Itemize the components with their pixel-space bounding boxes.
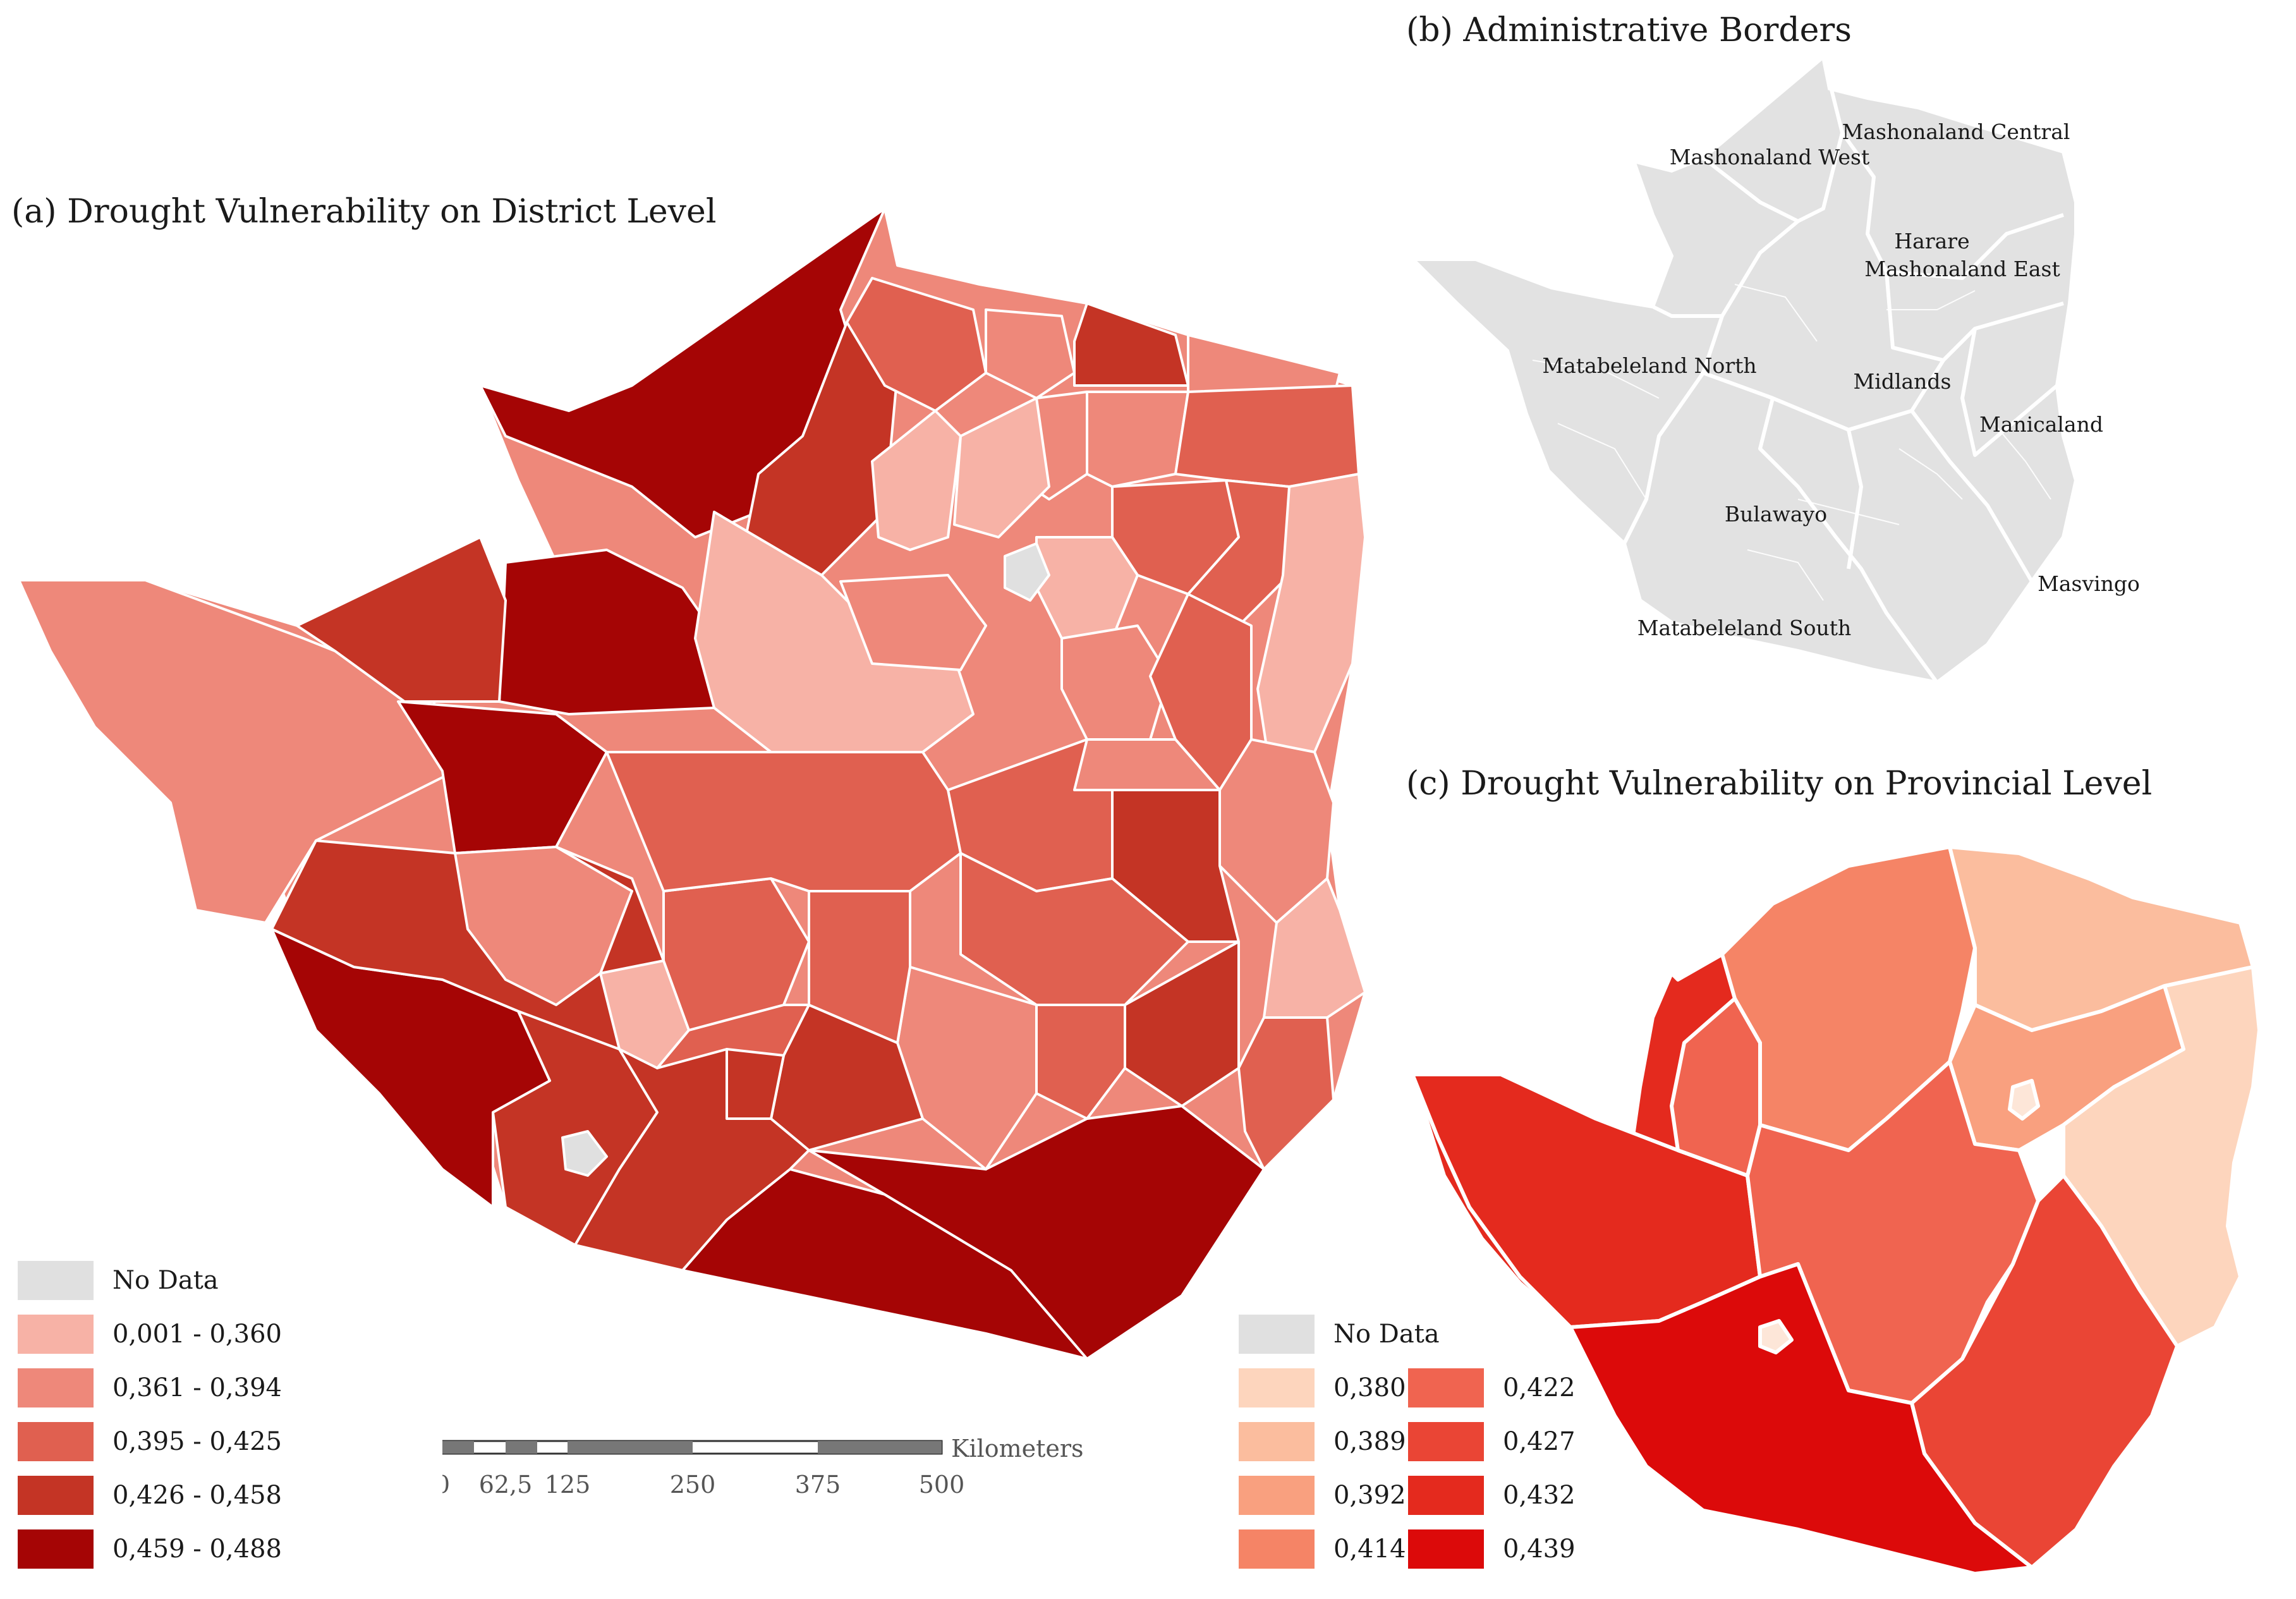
legend-label: 0,389: [1333, 1427, 1406, 1456]
legend-swatch: [1239, 1529, 1315, 1569]
country-outline: [1407, 53, 2079, 685]
legend-label: 0,380: [1333, 1373, 1406, 1402]
no-data-bulawayo: [561, 1130, 608, 1177]
no-data-harare: [1004, 542, 1050, 602]
legend-swatch: [18, 1368, 94, 1407]
label-matabeleland-south: Matabeleland South: [1637, 616, 1851, 640]
legend-swatch: [1408, 1529, 1484, 1569]
legend-label: 0,392: [1333, 1481, 1406, 1510]
scale-tick: 375: [795, 1471, 841, 1499]
label-mashonaland-central: Mashonaland Central: [1842, 119, 2070, 144]
province-manicaland: [2062, 965, 2261, 1348]
district-mbire: [1073, 302, 1189, 387]
district-mudzi: [1174, 384, 1360, 488]
legend-swatch: [1239, 1422, 1315, 1461]
label-masvingo: Masvingo: [2038, 571, 2140, 596]
legend-item: 0,389: [1239, 1422, 1406, 1461]
district-makonde: [846, 277, 987, 412]
scale-tick: 0: [442, 1471, 450, 1499]
label-mashonaland-east: Mashonaland East: [1864, 257, 2060, 281]
legend-label: 0,427: [1503, 1427, 1576, 1456]
label-manicaland: Manicaland: [1979, 412, 2103, 437]
legend-label: 0,432: [1503, 1481, 1576, 1510]
legend-label: 0,422: [1503, 1373, 1576, 1402]
label-matabeleland-north: Matabeleland North: [1542, 353, 1756, 378]
legend-item: 0,361 - 0,394: [18, 1368, 282, 1407]
district-bubi: [454, 846, 633, 1006]
legend-swatch: [1408, 1422, 1484, 1461]
legend-item: No Data: [18, 1261, 219, 1300]
legend-swatch: [1239, 1315, 1315, 1354]
legend-item: 0,001 - 0,360: [18, 1315, 282, 1354]
provincial-map-title: (c) Drought Vulnerability on Provincial …: [1406, 765, 2153, 803]
scale-tick: 125: [545, 1471, 591, 1499]
no-data-bulawayo: [1758, 1319, 1794, 1354]
legend-label: 0,395 - 0,425: [112, 1427, 282, 1456]
label-bulawayo: Bulawayo: [1725, 502, 1827, 526]
scale-tick: 250: [670, 1471, 716, 1499]
legend-swatch: [1239, 1368, 1315, 1407]
legend-swatch: [1408, 1368, 1484, 1407]
district-borders: [1532, 284, 2051, 601]
district-shamva: [1086, 391, 1189, 488]
legend-item: 0,380: [1239, 1368, 1406, 1407]
legend-item: 0,426 - 0,458: [18, 1476, 282, 1515]
legend-label: 0,426 - 0,458: [112, 1481, 282, 1510]
legend-swatch: [18, 1476, 94, 1515]
province-matabeleland-south: [1569, 1262, 2034, 1576]
legend-swatch: [18, 1315, 94, 1354]
province-borders: [1622, 56, 2064, 684]
legend-item: No Data: [1239, 1315, 1440, 1354]
scale-bar: Kilometers 0 62,5 125 250 375 500: [442, 1435, 1084, 1499]
scale-tick: 62,5: [479, 1471, 533, 1499]
label-mashonaland-west: Mashonaland West: [1670, 145, 1870, 169]
scale-unit: Kilometers: [951, 1435, 1084, 1462]
legend-item: 0,422: [1408, 1368, 1576, 1407]
district-guruve: [985, 308, 1076, 399]
province-bulawayo-surrounds: [1670, 997, 1762, 1177]
legend-label: 0,459 - 0,488: [112, 1535, 282, 1564]
legend-swatch: [1239, 1476, 1315, 1515]
label-midlands: Midlands: [1853, 369, 1951, 394]
district-hwange: [18, 579, 456, 924]
administrative-borders-map: Mashonaland West Mashonaland Central Har…: [1407, 53, 2140, 685]
legend-label: 0,361 - 0,394: [112, 1373, 282, 1402]
legend-item: 0,392: [1239, 1476, 1406, 1515]
district-map-title: (a) Drought Vulnerability on District Le…: [11, 193, 717, 231]
district-wedza: [1073, 738, 1221, 791]
legend-swatch: [18, 1422, 94, 1461]
legend-item: 0,459 - 0,488: [18, 1529, 282, 1569]
district-kariba: [296, 536, 507, 703]
legend-label: 0,439: [1503, 1535, 1576, 1564]
legend-item: 0,439: [1408, 1529, 1576, 1569]
district-chegutu: [839, 574, 987, 671]
legend-item: 0,432: [1408, 1476, 1576, 1515]
legend-label: 0,001 - 0,360: [112, 1320, 282, 1349]
legend-label: 0,414: [1333, 1535, 1406, 1564]
provincial-vulnerability-map: [1411, 845, 2261, 1576]
legend-label: No Data: [112, 1266, 219, 1295]
label-harare: Harare: [1894, 229, 1969, 253]
legend-swatch: [18, 1261, 94, 1300]
district-kwekwe: [605, 751, 962, 892]
district-gutu: [959, 852, 1189, 1006]
legend-swatch: [1408, 1476, 1484, 1515]
legend-swatch: [18, 1529, 94, 1569]
legend-label: No Data: [1333, 1320, 1440, 1349]
district-mwenezi: [808, 1105, 1265, 1360]
legend-item: 0,427: [1408, 1422, 1576, 1461]
district-vulnerability-map: [18, 207, 1366, 1360]
no-data-harare: [2008, 1079, 2040, 1121]
admin-map-title: (b) Administrative Borders: [1406, 11, 1852, 49]
legend-item: 0,414: [1239, 1529, 1406, 1569]
legend-item: 0,395 - 0,425: [18, 1422, 282, 1461]
district-zvishavane: [726, 1048, 785, 1120]
scale-tick: 500: [919, 1471, 965, 1499]
district-bindura: [953, 397, 1050, 538]
district-chipinge: [1237, 1016, 1335, 1170]
